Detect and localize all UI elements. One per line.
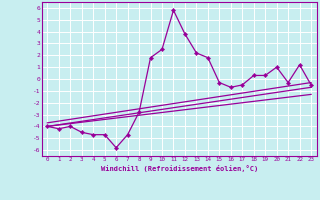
X-axis label: Windchill (Refroidissement éolien,°C): Windchill (Refroidissement éolien,°C) (100, 165, 258, 172)
